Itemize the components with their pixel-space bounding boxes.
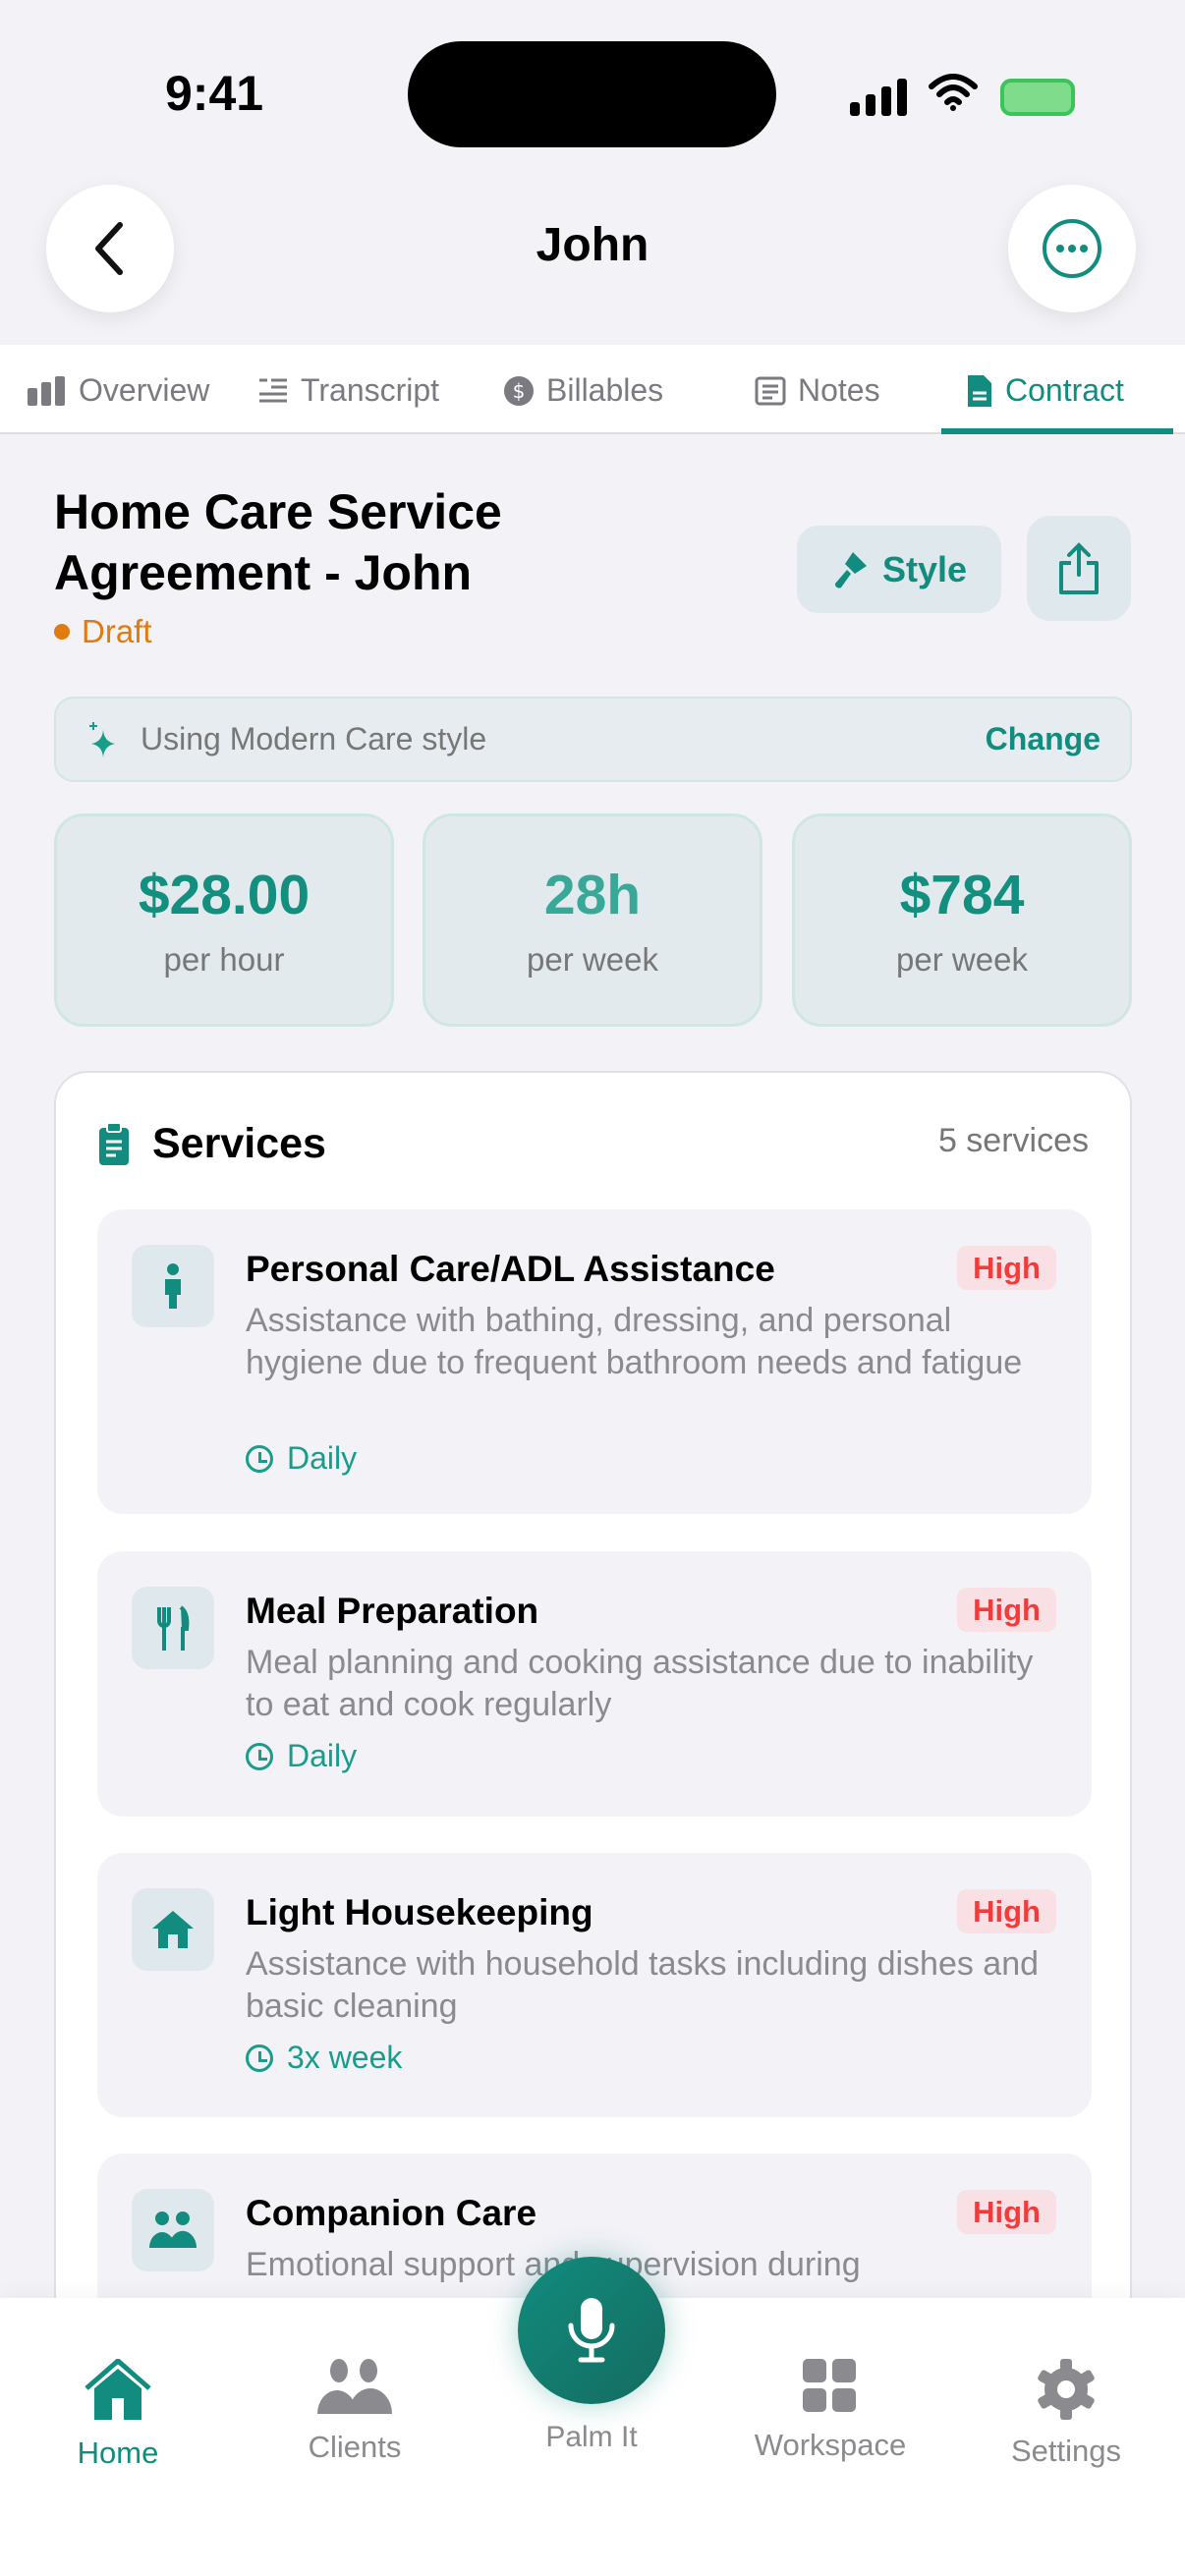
clipboard-icon xyxy=(99,1121,129,1165)
stat-label: per hour xyxy=(163,940,285,978)
utensils-icon xyxy=(132,1587,214,1669)
service-title: Meal Preparation xyxy=(246,1591,539,1631)
svg-text:$: $ xyxy=(513,379,526,403)
services-card: Services 5 services Personal Care/ADL As… xyxy=(54,1071,1132,2448)
service-description: Assistance with bathing, dressing, and p… xyxy=(246,1302,1023,1381)
grid-icon xyxy=(803,2359,856,2412)
service-frequency: Daily xyxy=(246,1738,357,1774)
dynamic-island xyxy=(408,41,776,147)
service-description: Assistance with household tasks includin… xyxy=(246,1945,1040,2025)
service-frequency: Daily xyxy=(246,1440,357,1477)
palm-it-label: Palm It xyxy=(545,2421,638,2453)
nav-label: Home xyxy=(77,2436,159,2470)
stat-card-rate: $28.00 per hour xyxy=(54,813,394,1027)
bar-chart-icon xyxy=(28,375,65,406)
style-banner-text: Using Modern Care style xyxy=(141,721,487,756)
stat-card-weekly-total: $784 per week xyxy=(792,813,1132,1027)
document-icon xyxy=(968,374,991,407)
tab-bar: Overview Transcript $ Billables Notes Con… xyxy=(0,345,1185,434)
tab-label: Contract xyxy=(1005,372,1124,408)
nav-workspace[interactable]: Workspace xyxy=(732,2359,929,2463)
home-icon xyxy=(85,2359,151,2420)
clients-icon xyxy=(317,2359,392,2414)
style-label: Style xyxy=(881,548,968,589)
clock-icon xyxy=(246,1444,273,1473)
change-style-link[interactable]: Change xyxy=(985,721,1100,756)
person-icon xyxy=(132,1245,214,1327)
tab-contract[interactable]: Contract xyxy=(966,372,1124,409)
service-frequency: 3x week xyxy=(246,2040,402,2076)
share-icon xyxy=(1059,541,1099,594)
status-bar: 9:41 John xyxy=(0,0,1185,345)
status-label: Draft xyxy=(82,613,152,649)
status-dot xyxy=(54,624,70,640)
nav-label: Workspace xyxy=(754,2428,907,2462)
chevron-left-icon xyxy=(95,222,123,275)
style-banner: Using Modern Care style Change xyxy=(54,697,1132,782)
service-title: Companion Care xyxy=(246,2193,537,2233)
back-button[interactable] xyxy=(46,185,174,312)
share-button[interactable] xyxy=(1027,516,1131,621)
service-item[interactable]: Meal Preparation High Meal planning and … xyxy=(97,1551,1092,1817)
palm-it-record-button[interactable] xyxy=(518,2257,665,2404)
service-description: Emotional support and supervision during xyxy=(246,2246,861,2283)
tab-label: Billables xyxy=(546,372,664,408)
nav-label: Settings xyxy=(1010,2434,1121,2468)
tab-notes[interactable]: Notes xyxy=(755,372,880,409)
status-badge: Draft xyxy=(54,613,152,650)
frequency-label: Daily xyxy=(287,1738,358,1773)
clock-icon xyxy=(246,2044,273,2072)
more-icon xyxy=(1043,219,1101,278)
people-icon xyxy=(132,2189,214,2271)
tab-label: Overview xyxy=(79,372,210,408)
clock-icon xyxy=(246,1742,273,1770)
gear-icon xyxy=(1038,2359,1095,2420)
priority-badge: High xyxy=(957,2190,1056,2234)
active-tab-indicator xyxy=(941,428,1173,434)
nav-settings[interactable]: Settings xyxy=(968,2359,1164,2469)
stat-label: per week xyxy=(896,940,1028,978)
services-header: Services xyxy=(97,1120,326,1168)
stat-value: $28.00 xyxy=(138,863,310,926)
services-title: Services xyxy=(152,1120,326,1167)
more-button[interactable] xyxy=(1008,185,1136,312)
priority-badge: High xyxy=(957,1588,1056,1632)
nav-home[interactable]: Home xyxy=(20,2359,216,2471)
contract-title: Home Care Service Agreement - John xyxy=(54,484,502,600)
tab-transcript[interactable]: Transcript xyxy=(257,372,439,409)
status-time: 9:41 xyxy=(165,66,264,121)
battery-icon xyxy=(1000,79,1075,116)
page-title: John xyxy=(536,219,649,271)
dollar-circle-icon: $ xyxy=(504,375,534,406)
service-item[interactable]: Light Housekeeping High Assistance with … xyxy=(97,1853,1092,2117)
stat-value: $784 xyxy=(899,863,1025,926)
note-icon xyxy=(755,376,786,405)
services-count: 5 services xyxy=(937,1122,1089,1159)
stat-label: per week xyxy=(527,940,658,978)
service-item[interactable]: Personal Care/ADL Assistance High Assist… xyxy=(97,1209,1092,1514)
microphone-icon xyxy=(568,2298,615,2363)
nav-clients[interactable]: Clients xyxy=(256,2359,453,2465)
frequency-label: Daily xyxy=(287,1440,358,1476)
signal-icon xyxy=(850,73,907,116)
style-button[interactable]: Style xyxy=(797,526,1001,613)
service-description: Meal planning and cooking assistance due… xyxy=(246,1644,1034,1723)
priority-badge: High xyxy=(957,1246,1056,1290)
house-icon xyxy=(132,1888,214,1971)
tab-label: Transcript xyxy=(301,372,440,408)
service-title: Light Housekeeping xyxy=(246,1892,593,1932)
stat-card-hours: 28h per week xyxy=(423,813,762,1027)
tab-billables[interactable]: $ Billables xyxy=(503,372,663,409)
service-title: Personal Care/ADL Assistance xyxy=(246,1249,775,1289)
quote-lines-icon xyxy=(259,378,287,402)
stat-value: 28h xyxy=(543,863,642,926)
sparkle-icon xyxy=(89,721,115,757)
tab-overview[interactable]: Overview xyxy=(28,372,209,409)
tab-label: Notes xyxy=(798,372,880,408)
priority-badge: High xyxy=(957,1889,1056,1933)
frequency-label: 3x week xyxy=(287,2040,403,2075)
paintbrush-icon xyxy=(834,551,867,588)
wifi-icon xyxy=(929,74,978,111)
nav-label: Clients xyxy=(308,2430,402,2464)
